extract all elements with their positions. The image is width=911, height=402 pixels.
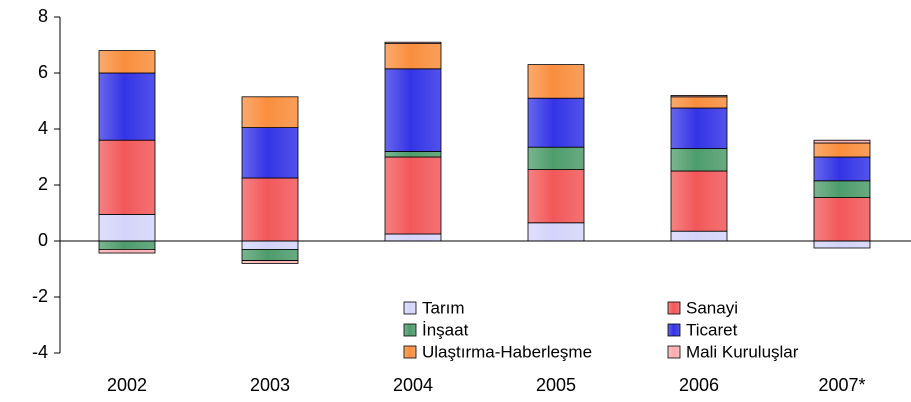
- bar-segment: [241, 96, 299, 129]
- legend-swatch: [667, 301, 681, 315]
- bar-segment: [813, 180, 871, 199]
- bar-segment: [670, 148, 728, 172]
- x-tick-label: 2003: [250, 375, 290, 395]
- legend-swatch: [667, 323, 681, 337]
- bar-segment: [670, 95, 728, 98]
- x-tick-label: 2004: [393, 375, 433, 395]
- bar-segment: [670, 96, 728, 109]
- bar-segment: [384, 43, 442, 70]
- legend-label: Sanayi: [686, 298, 738, 317]
- bar-segment: [527, 64, 585, 99]
- bar-segment: [98, 50, 156, 74]
- bar-segment: [98, 248, 156, 254]
- bar-segment: [384, 41, 442, 45]
- y-tick-label: 2: [38, 174, 48, 194]
- bar-segment: [670, 230, 728, 242]
- y-tick-label: 4: [38, 118, 48, 138]
- legend: Tarım Sanayi İnşaat Ticaret Ulaştırma-Haberl…: [403, 298, 799, 361]
- bar-segment: [670, 170, 728, 232]
- y-tick-label: -4: [32, 342, 48, 362]
- y-tick-label: -2: [32, 286, 48, 306]
- bar-segment: [384, 156, 442, 235]
- bar-segment: [241, 260, 299, 264]
- bar-segment: [98, 240, 156, 250]
- y-tick-label: 8: [38, 6, 48, 26]
- legend-label: İnşaat: [422, 320, 469, 339]
- legend-label: Mali Kuruluşlar: [686, 342, 799, 361]
- bar-segment: [527, 146, 585, 170]
- legend-swatch: [667, 345, 681, 359]
- bar-segment: [241, 127, 299, 179]
- bar-segment: [813, 156, 871, 182]
- bar-segment: [241, 177, 299, 242]
- y-tick-label: 0: [38, 230, 48, 250]
- bar-segment: [813, 197, 871, 242]
- legend-swatch: [403, 323, 417, 337]
- bar-segment: [98, 139, 156, 215]
- bar-segment: [384, 150, 442, 158]
- bar-segment: [384, 233, 442, 242]
- legend-swatch: [403, 301, 417, 315]
- legend-label: Ticaret: [686, 320, 738, 339]
- bar-segment: [813, 142, 871, 158]
- x-tick-label: 2006: [679, 375, 719, 395]
- bar-segment: [527, 222, 585, 242]
- x-tick-label: 2007*: [818, 375, 865, 395]
- legend-label: Tarım: [422, 298, 465, 317]
- bar-segment: [384, 68, 442, 152]
- bar-segment: [813, 139, 871, 144]
- bar-segment: [527, 169, 585, 224]
- bar-segment: [527, 97, 585, 148]
- bar-segment: [670, 107, 728, 149]
- bar-segment: [813, 240, 871, 249]
- legend-label: Ulaştırma-Haberleşme: [422, 342, 592, 361]
- bar-segment: [241, 248, 299, 261]
- legend-swatch: [403, 345, 417, 359]
- bar-segment: [98, 213, 156, 242]
- y-tick-label: 6: [38, 62, 48, 82]
- x-tick-label: 2002: [107, 375, 147, 395]
- bar-segment: [98, 72, 156, 141]
- bar-segment: [241, 240, 299, 250]
- x-tick-label: 2005: [536, 375, 576, 395]
